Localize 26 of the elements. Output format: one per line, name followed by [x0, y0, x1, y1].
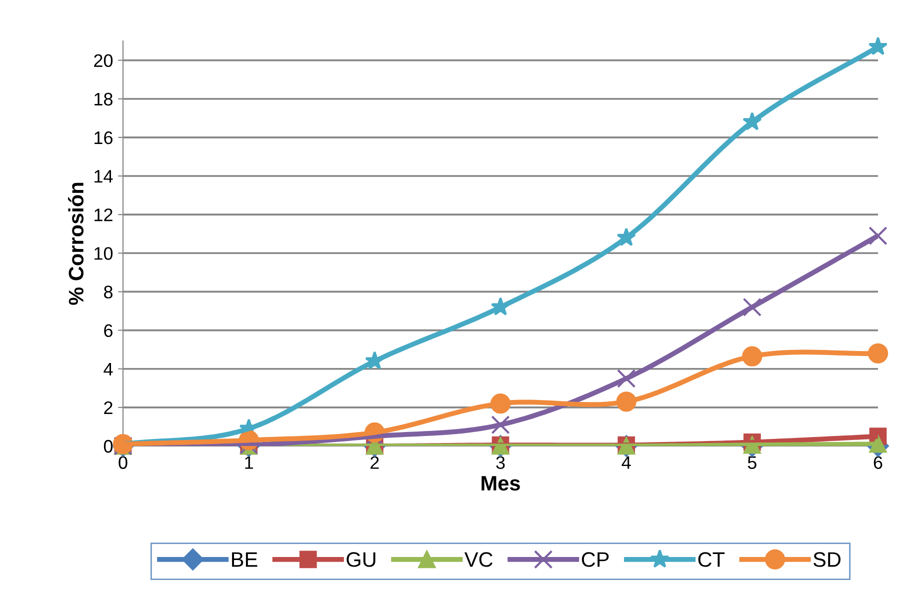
y-tick-label: 12	[94, 208, 112, 222]
y-axis-title: % Corrosión	[68, 182, 84, 305]
y-tick-label: 0	[104, 440, 113, 453]
x-tick-label: 0	[118, 456, 128, 469]
x-tick-label: 2	[370, 456, 379, 469]
x-axis-title: Mes	[482, 476, 520, 491]
legend-label: SD	[813, 552, 840, 567]
x-tick-label: 6	[874, 456, 882, 469]
legend-label: CT	[698, 552, 725, 567]
y-tick-label: 18	[94, 92, 112, 106]
y-tick-label: 2	[104, 401, 112, 414]
x-tick-label: 4	[622, 456, 631, 469]
legend-label: VC	[464, 552, 493, 567]
y-tick-label: 8	[104, 286, 112, 298]
y-tick-label: 4	[104, 362, 113, 376]
legend-label: GU	[346, 552, 376, 567]
x-tick-label: 5	[748, 456, 756, 469]
legend-label: BE	[232, 552, 258, 567]
x-tick-label: 3	[496, 456, 505, 469]
y-tick-label: 14	[94, 170, 113, 183]
y-tick-label: 20	[94, 54, 113, 68]
x-tick-label: 1	[245, 456, 253, 469]
y-tick-label: 16	[94, 131, 112, 144]
legend-label: CP	[582, 552, 609, 567]
y-tick-label: 10	[94, 247, 113, 260]
y-tick-label: 6	[104, 324, 112, 338]
